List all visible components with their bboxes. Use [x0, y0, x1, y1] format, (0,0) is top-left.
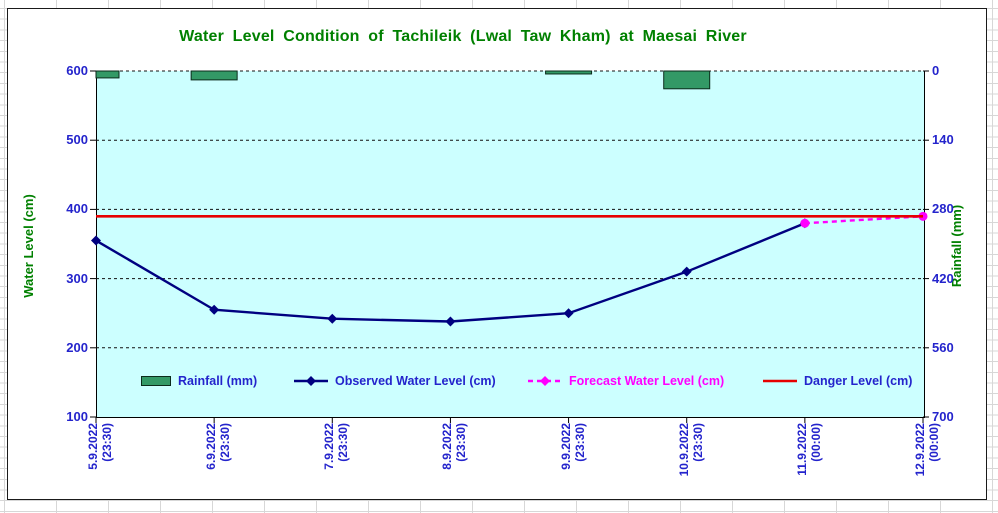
legend-item: Forecast Water Level (cm) — [528, 371, 724, 391]
left-axis-tick-label: 400 — [66, 201, 88, 217]
right-axis-tick-label: 560 — [932, 339, 954, 355]
legend-item: Observed Water Level (cm) — [294, 371, 496, 391]
x-axis-tick-label: 8.9.2022 (23:30) — [440, 423, 469, 470]
left-axis-title: Water Level (cm) — [21, 194, 36, 298]
right-axis-tick-label: 140 — [932, 132, 954, 148]
plot-area — [96, 71, 925, 418]
x-axis-tick-label: 6.9.2022 (23:30) — [204, 423, 233, 470]
right-axis-tick-label: 700 — [932, 409, 954, 424]
plot-series-canvas — [90, 70, 929, 423]
x-axis-tick-label: 12.9.2022 (00:00) — [913, 423, 941, 477]
legend-rainfall-bar-swatch — [141, 376, 171, 386]
legend-label: Observed Water Level (cm) — [335, 374, 496, 388]
legend-forecast-line-swatch — [528, 376, 562, 386]
left-axis-tick-label: 300 — [66, 270, 88, 286]
x-axis-tick-label: 9.9.2022 (23:30) — [558, 423, 587, 470]
right-axis-tick-label: 280 — [932, 201, 954, 217]
chart-object[interactable]: Water Level Condition of Tachileik (Lwal… — [7, 8, 987, 500]
left-axis-tick-label: 100 — [66, 409, 88, 424]
legend-label: Rainfall (mm) — [178, 374, 258, 388]
right-axis-title: Rainfall (mm) — [949, 204, 964, 288]
legend-label: Forecast Water Level (cm) — [569, 374, 725, 388]
legend-label: Danger Level (cm) — [804, 374, 913, 388]
legend-item: Danger Level (cm) — [763, 371, 912, 391]
x-axis-tick-label: 7.9.2022 (23:30) — [322, 423, 351, 470]
x-axis-tick-label: 11.9.2022 (00:00) — [794, 423, 823, 476]
x-axis-tick-label: 5.9.2022 (23:30) — [86, 423, 114, 470]
legend-danger-line-swatch — [763, 379, 797, 383]
legend-observed-line-swatch — [294, 376, 328, 386]
right-axis-tick-label: 0 — [932, 63, 940, 78]
right-axis-tick-label: 420 — [932, 270, 954, 286]
left-axis-tick-label: 500 — [66, 132, 88, 148]
chart-title: Water Level Condition of Tachileik (Lwal… — [179, 28, 747, 45]
left-axis-tick-label: 200 — [66, 339, 88, 355]
legend-item: Rainfall (mm) — [141, 371, 257, 391]
x-axis-tick-label: 10.9.2022 (23:30) — [676, 423, 705, 477]
left-axis-tick-label: 600 — [66, 63, 88, 78]
